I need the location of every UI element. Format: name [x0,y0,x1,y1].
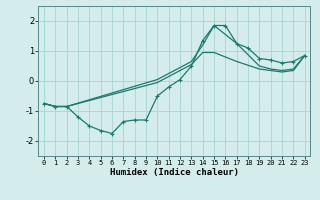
X-axis label: Humidex (Indice chaleur): Humidex (Indice chaleur) [110,168,239,177]
